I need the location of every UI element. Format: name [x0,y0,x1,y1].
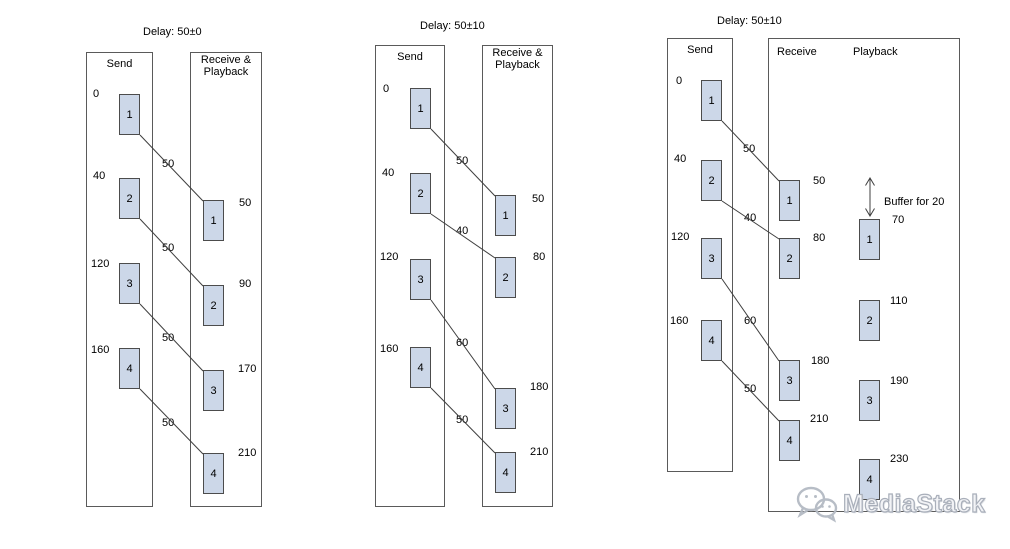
diagram3-link-delay-1: 50 [743,143,756,155]
diagram1-receive-packet-1: 1 [203,200,224,241]
diagram3-playback-header: Playback [853,46,898,58]
diagram3-playback-packet-1: 1 [859,219,880,260]
diagram3-link-delay-3: 60 [744,315,757,327]
diagram1-send-packet-4: 4 [119,348,140,389]
diagram2-receive-packet-2: 2 [495,257,516,298]
diagram1-send-time-2: 120 [91,258,110,270]
diagram2-title: Delay: 50±10 [420,20,485,32]
diagram3-playback-time-0: 70 [892,214,905,226]
diagram3-receive-packet-3: 3 [779,360,800,401]
diagram2-send-time-2: 120 [380,251,399,263]
diagram1-receive-header-line1: Receive & [200,54,252,66]
diagram1-receive-packet-2: 2 [203,285,224,326]
diagram2-receive-packet-1: 1 [495,195,516,236]
diagram1-receive-time-1: 90 [239,278,252,290]
diagram2-receive-time-2: 180 [530,381,549,393]
diagram3-send-time-1: 40 [674,153,687,165]
diagram2-link-delay-1: 50 [456,155,469,167]
diagram1-send-time-3: 160 [91,344,110,356]
diagram2-send-time-0: 0 [383,83,390,95]
diagram1-receive-time-3: 210 [238,447,257,459]
diagram3-playback-packet-3: 3 [859,380,880,421]
diagram3-send-packet-1: 1 [701,80,722,121]
diagram2-link-delay-3: 60 [456,337,469,349]
diagram3-send-time-3: 160 [670,315,689,327]
diagram3-receive-packet-1: 1 [779,180,800,221]
diagram1-receive-time-2: 170 [238,363,257,375]
diagram2-send-packet-1: 1 [410,88,431,129]
diagram3-receive-playback-box [768,38,960,512]
diagram3-link-delay-2: 40 [744,212,757,224]
wechat-logo-icon [796,486,838,523]
diagram2-link-delay-4: 50 [456,414,469,426]
diagram1-link-delay-4: 50 [162,417,175,429]
diagram3-link-delay-4: 50 [744,383,757,395]
diagram2-receive-packet-4: 4 [495,452,516,493]
diagram3-send-packet-2: 2 [701,160,722,201]
diagram3-playback-packet-2: 2 [859,300,880,341]
diagram2-receive-time-3: 210 [530,446,549,458]
diagram2-send-packet-4: 4 [410,347,431,388]
diagram2-receive-time-0: 50 [532,193,545,205]
diagram2-receive-column-box [482,45,553,507]
diagram2-link-delay-2: 40 [456,225,469,237]
diagram1-receive-time-0: 50 [239,197,252,209]
diagram1-link-delay-1: 50 [162,158,175,170]
diagram1-send-packet-2: 2 [119,178,140,219]
diagram3-playback-time-3: 230 [890,453,909,465]
diagram2-receive-header-line2: Playback [495,59,540,71]
diagram1-send-time-0: 0 [93,88,100,100]
diagram1-send-packet-3: 3 [119,263,140,304]
diagram2-receive-packet-3: 3 [495,388,516,429]
diagram3-receive-packet-2: 2 [779,238,800,279]
diagram1-send-header: Send [106,58,133,70]
diagram2-send-header: Send [397,51,423,63]
diagram1-link-delay-3: 50 [162,332,175,344]
diagram1-receive-header: Receive & Playback [190,54,262,78]
diagram3-title: Delay: 50±10 [717,15,782,27]
diagram1-send-packet-1: 1 [119,94,140,135]
diagram2-receive-header: Receive & Playback [482,47,553,71]
buffer-annotation-label: Buffer for 20 [884,196,945,208]
diagram3-receive-time-2: 180 [811,355,830,367]
diagram2-send-packet-3: 3 [410,259,431,300]
diagram3-send-packet-3: 3 [701,238,722,279]
diagram3-send-packet-4: 4 [701,320,722,361]
diagram3-playback-packet-4: 4 [859,459,880,500]
diagram3-send-column-box [667,38,733,472]
diagram3-receive-time-0: 50 [813,175,826,187]
diagram3-receive-packet-4: 4 [779,420,800,461]
diagram3-send-header: Send [687,44,713,56]
diagram3-receive-header: Receive [777,46,817,58]
diagram1-receive-packet-3: 3 [203,370,224,411]
diagram3-receive-time-3: 210 [810,413,829,425]
diagram1-receive-header-line2: Playback [203,66,249,78]
diagram2-receive-time-1: 80 [533,251,546,263]
diagram2-send-time-3: 160 [380,343,399,355]
diagram1-link-delay-2: 50 [162,242,175,254]
diagram3-send-time-2: 120 [671,231,690,243]
diagram2-send-packet-2: 2 [410,173,431,214]
diagram3-receive-time-1: 80 [813,232,826,244]
diagram2-receive-header-line1: Receive & [492,47,543,59]
diagram3-playback-time-2: 190 [890,375,909,387]
diagram1-title: Delay: 50±0 [143,26,202,38]
diagram1-send-time-1: 40 [93,170,106,182]
diagram3-playback-time-1: 110 [890,295,908,307]
diagram2-send-column-box [375,45,445,507]
watermark: MediaStack [794,483,986,523]
watermark-text: MediaStack [842,489,986,518]
diagram3-send-time-0: 0 [676,75,683,87]
diagram1-receive-packet-4: 4 [203,453,224,494]
diagram2-send-time-1: 40 [382,167,395,179]
